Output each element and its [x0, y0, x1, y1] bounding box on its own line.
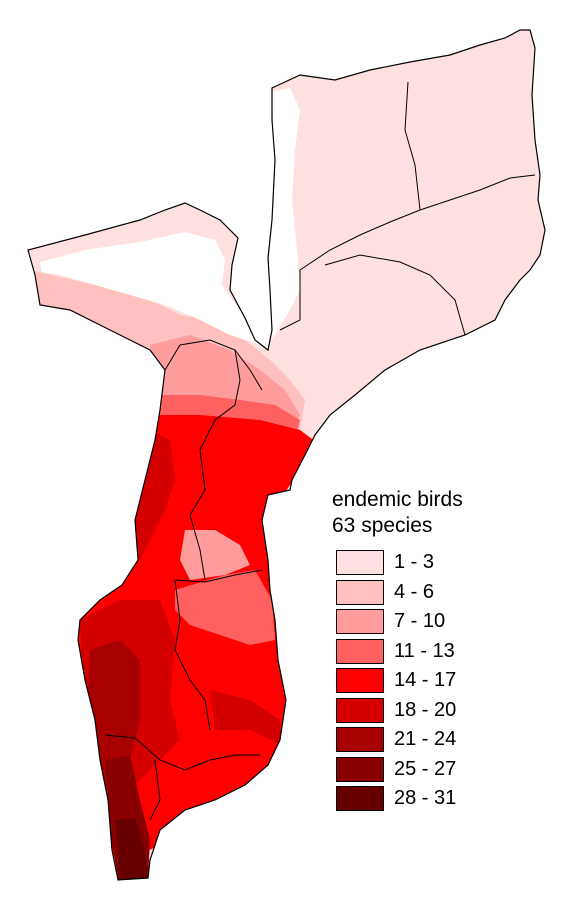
legend-label: 4 - 6 — [394, 580, 435, 603]
legend-swatch — [336, 786, 384, 811]
legend-swatch — [336, 579, 384, 605]
legend-items: 1 - 3 4 - 6 7 - 10 11 - 13 14 - 17 18 - … — [332, 548, 532, 814]
legend-label: 21 - 24 — [394, 728, 457, 750]
legend-swatch — [336, 668, 384, 693]
legend-label: 11 - 13 — [394, 639, 455, 662]
legend-subtitle: 63 species — [332, 514, 433, 537]
province-boundaries — [104, 81, 536, 821]
legend-swatch — [336, 550, 384, 575]
legend-swatch — [336, 756, 384, 782]
legend-label: 28 - 31 — [394, 787, 457, 809]
legend-label: 7 - 10 — [394, 610, 446, 632]
legend-item: 4 - 6 — [332, 578, 532, 608]
legend-label: 1 - 3 — [394, 551, 435, 573]
region-class-6-west — [130, 430, 175, 560]
legend-item: 14 - 17 — [332, 666, 532, 696]
water-gap — [268, 88, 300, 340]
region-class-4-center — [175, 570, 275, 645]
country-outline — [27, 29, 546, 881]
legend-item: 7 - 10 — [332, 607, 532, 637]
legend-label: 14 - 17 — [394, 669, 457, 691]
legend-item: 21 - 24 — [332, 725, 532, 755]
region-class-6-east — [210, 690, 282, 745]
legend-label: 18 - 20 — [394, 698, 457, 721]
legend-item: 25 - 27 — [332, 755, 532, 785]
legend-swatch — [336, 638, 384, 664]
legend-swatch — [336, 609, 384, 634]
legend-swatch — [336, 697, 384, 723]
region-class-9 — [115, 818, 148, 880]
legend-item: 11 - 13 — [332, 637, 532, 667]
legend-title: endemic birds — [332, 488, 463, 511]
legend: endemic birds 63 species 1 - 3 4 - 6 7 -… — [332, 487, 532, 814]
legend-item: 18 - 20 — [332, 696, 532, 726]
water-gap-west — [40, 232, 260, 345]
legend-swatch — [336, 727, 384, 752]
legend-item: 28 - 31 — [332, 784, 532, 814]
legend-label: 25 - 27 — [394, 757, 457, 780]
legend-item: 1 - 3 — [332, 548, 532, 578]
